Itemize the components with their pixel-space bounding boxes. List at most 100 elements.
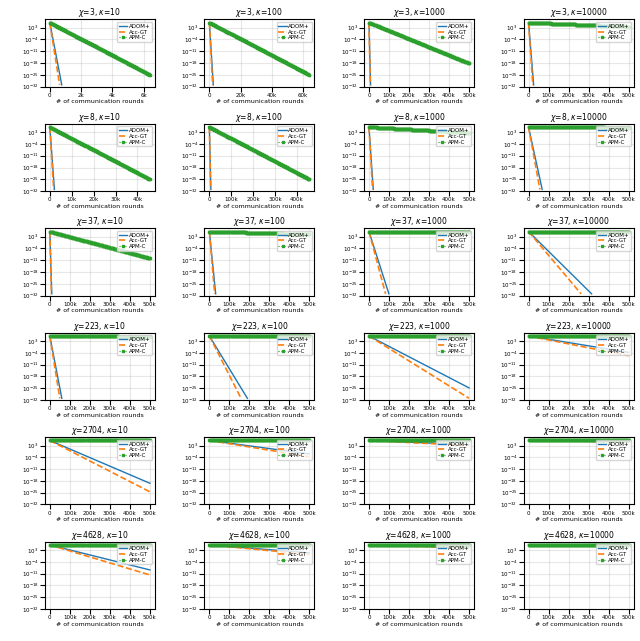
- Line: APM-C: APM-C: [49, 126, 151, 180]
- Acc-GT: [126, 478, 134, 485]
- Title: $\chi$=37, $\kappa$=1000: $\chi$=37, $\kappa$=1000: [390, 215, 448, 228]
- Acc-GT: [365, 44, 373, 52]
- Acc-GT: [210, 276, 218, 284]
- ADOM+: [565, 437, 573, 445]
- APM-C: [531, 19, 538, 27]
- ADOM+: [574, 276, 582, 284]
- Line: Acc-GT: Acc-GT: [369, 440, 469, 445]
- ADOM+: [550, 253, 558, 261]
- APM-C: [551, 332, 559, 340]
- Legend: ADOM+, Acc-GT, APM-C: ADOM+, Acc-GT, APM-C: [596, 335, 631, 355]
- ADOM+: [207, 44, 215, 52]
- APM-C: [224, 541, 232, 549]
- APM-C: [209, 228, 217, 235]
- Line: APM-C: APM-C: [368, 22, 470, 64]
- APM-C: [392, 125, 399, 133]
- ADOM+: [216, 542, 223, 549]
- ADOM+: [365, 228, 373, 235]
- APM-C: [551, 541, 559, 549]
- Line: ADOM+: ADOM+: [369, 336, 469, 388]
- ADOM+: [445, 374, 452, 381]
- Legend: ADOM+, Acc-GT, APM-C: ADOM+, Acc-GT, APM-C: [596, 22, 631, 42]
- Line: ADOM+: ADOM+: [529, 440, 628, 442]
- Acc-GT: [535, 334, 543, 342]
- ADOM+: [434, 543, 442, 551]
- Acc-GT: [525, 541, 532, 549]
- APM-C: [529, 228, 536, 235]
- ADOM+: [365, 437, 373, 444]
- Acc-GT: [46, 541, 54, 549]
- ADOM+: [285, 447, 293, 455]
- ADOM+: [367, 149, 374, 156]
- ADOM+: [246, 544, 253, 552]
- APM-C: [531, 332, 538, 340]
- Legend: ADOM+, Acc-GT, APM-C: ADOM+, Acc-GT, APM-C: [117, 440, 152, 460]
- APM-C: [305, 437, 313, 444]
- Acc-GT: [230, 381, 238, 388]
- APM-C: [465, 541, 473, 549]
- ADOM+: [531, 234, 539, 242]
- ADOM+: [115, 558, 122, 566]
- Title: $\chi$=8, $\kappa$=10: $\chi$=8, $\kappa$=10: [78, 111, 122, 124]
- ADOM+: [285, 547, 293, 555]
- APM-C: [146, 437, 154, 444]
- Acc-GT: [378, 278, 386, 285]
- APM-C: [212, 126, 220, 134]
- ADOM+: [275, 446, 282, 454]
- APM-C: [625, 124, 632, 131]
- APM-C: [525, 123, 532, 131]
- ADOM+: [46, 123, 54, 131]
- Title: $\chi$=8, $\kappa$=1000: $\chi$=8, $\kappa$=1000: [392, 111, 445, 124]
- Acc-GT: [305, 551, 313, 558]
- ADOM+: [58, 394, 66, 402]
- APM-C: [46, 123, 54, 131]
- APM-C: [365, 123, 373, 131]
- APM-C: [620, 124, 627, 131]
- APM-C: [301, 437, 308, 444]
- Acc-GT: [124, 477, 132, 485]
- Acc-GT: [216, 542, 223, 550]
- APM-C: [301, 69, 308, 76]
- ADOM+: [46, 228, 54, 235]
- APM-C: [46, 332, 54, 340]
- Title: $\chi$=3, $\kappa$=10000: $\chi$=3, $\kappa$=10000: [550, 6, 607, 19]
- Legend: ADOM+, Acc-GT, APM-C: ADOM+, Acc-GT, APM-C: [276, 126, 312, 147]
- APM-C: [305, 541, 313, 549]
- APM-C: [52, 229, 60, 237]
- ADOM+: [232, 375, 239, 383]
- Acc-GT: [284, 549, 291, 556]
- ADOM+: [54, 59, 61, 67]
- ADOM+: [51, 358, 58, 365]
- APM-C: [525, 437, 532, 444]
- Acc-GT: [211, 290, 218, 297]
- ADOM+: [86, 551, 94, 559]
- Acc-GT: [275, 547, 282, 555]
- ADOM+: [124, 561, 132, 569]
- APM-C: [52, 332, 60, 340]
- APM-C: [205, 332, 213, 340]
- Acc-GT: [376, 271, 384, 278]
- APM-C: [456, 332, 464, 340]
- Acc-GT: [86, 553, 94, 561]
- APM-C: [46, 541, 54, 549]
- APM-C: [460, 541, 468, 549]
- Acc-GT: [365, 129, 373, 137]
- Line: APM-C: APM-C: [527, 126, 630, 129]
- Acc-GT: [50, 358, 58, 365]
- APM-C: [551, 437, 559, 444]
- ADOM+: [535, 541, 543, 549]
- X-axis label: # of communication rounds: # of communication rounds: [375, 204, 463, 209]
- ADOM+: [115, 466, 122, 474]
- ADOM+: [205, 228, 213, 235]
- Title: $\chi$=8, $\kappa$=10000: $\chi$=8, $\kappa$=10000: [550, 111, 607, 124]
- ADOM+: [47, 278, 55, 285]
- APM-C: [369, 21, 377, 28]
- Line: APM-C: APM-C: [368, 126, 470, 134]
- Line: ADOM+: ADOM+: [369, 545, 469, 547]
- Title: $\chi$=223, $\kappa$=10: $\chi$=223, $\kappa$=10: [74, 320, 126, 333]
- APM-C: [616, 228, 624, 235]
- APM-C: [141, 69, 148, 76]
- Title: $\chi$=37, $\kappa$=10000: $\chi$=37, $\kappa$=10000: [547, 215, 610, 228]
- APM-C: [46, 19, 54, 26]
- Line: Acc-GT: Acc-GT: [369, 336, 469, 398]
